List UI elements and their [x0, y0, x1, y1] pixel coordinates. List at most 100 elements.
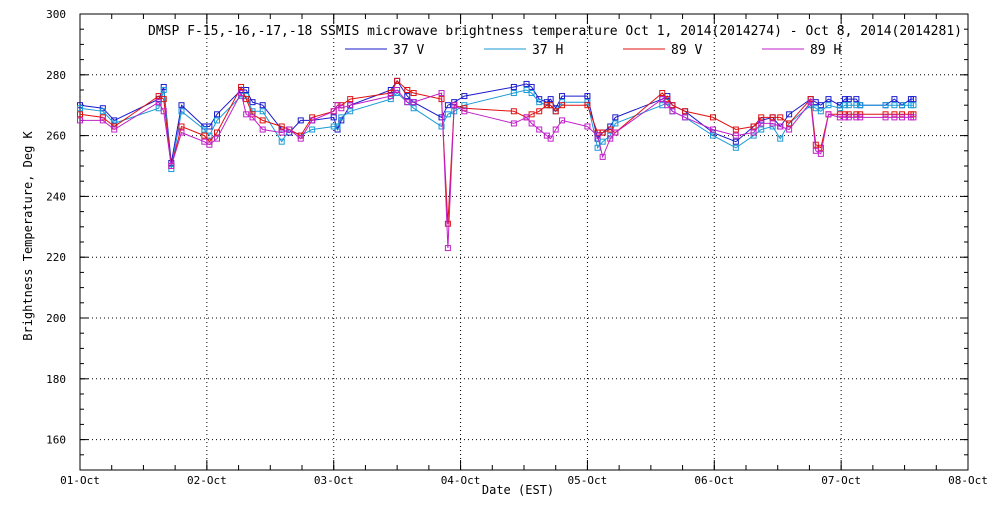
data-point [547, 102, 554, 109]
data-point [338, 114, 345, 121]
data-point [278, 129, 285, 136]
data-point [249, 111, 256, 118]
data-point [160, 87, 167, 93]
data-point [155, 99, 162, 106]
data-point [523, 87, 530, 93]
data-point [817, 144, 824, 151]
data-point [584, 123, 591, 130]
data-point [330, 108, 337, 115]
y-tick-label: 280 [46, 69, 66, 82]
data-point [528, 120, 535, 127]
data-point [201, 138, 208, 145]
data-point [891, 114, 898, 121]
data-point [682, 108, 689, 115]
data-point [249, 99, 256, 106]
data-point [552, 108, 559, 115]
x-tick-label: 05-Oct [568, 474, 608, 487]
data-point [259, 108, 266, 115]
data-point [404, 93, 411, 100]
data-point [387, 93, 394, 100]
data-point [451, 102, 458, 109]
data-point [168, 166, 175, 173]
data-point [882, 114, 889, 121]
x-axis-label: Date (EST) [482, 483, 554, 497]
data-point [659, 90, 666, 97]
data-point [891, 111, 898, 118]
data-point [825, 96, 832, 103]
data-point [841, 96, 848, 103]
data-point [444, 102, 451, 109]
data-point [899, 111, 906, 118]
data-point [286, 126, 293, 133]
data-point [812, 105, 819, 112]
data-point [710, 114, 717, 121]
data-point [410, 90, 417, 97]
data-point [77, 111, 83, 118]
data-point [584, 93, 591, 100]
y-tick-label: 180 [46, 373, 66, 386]
legend: 37 V 37 H 89 V 89 H [345, 43, 841, 58]
data-point [77, 117, 83, 124]
data-point [168, 163, 175, 169]
data-point [259, 117, 266, 124]
grid-lines [80, 14, 968, 470]
data-point [528, 90, 535, 97]
x-tick-label: 01-Oct [60, 474, 100, 487]
data-point [178, 102, 185, 109]
data-point [612, 129, 619, 136]
data-point [750, 129, 757, 136]
x-tick-label: 03-Oct [314, 474, 354, 487]
data-point [444, 220, 451, 227]
data-point [394, 87, 401, 93]
data-point [155, 105, 162, 112]
data-point [444, 111, 451, 118]
data-point [238, 83, 245, 90]
x-tick-label: 07-Oct [821, 474, 861, 487]
data-point [777, 114, 784, 121]
x-tick-label: 02-Oct [187, 474, 227, 487]
data-point [845, 96, 852, 103]
data-point [99, 105, 106, 112]
data-point [278, 138, 285, 145]
data-point [750, 123, 757, 130]
data-point [334, 102, 341, 109]
data-point [732, 126, 739, 133]
data-point [882, 102, 889, 109]
data-point [334, 123, 341, 130]
data-point [841, 102, 848, 109]
data-point [111, 126, 118, 133]
series-89-v [77, 77, 917, 227]
data-point [599, 153, 606, 160]
data-point [410, 99, 417, 106]
data-point [543, 132, 550, 139]
data-point [599, 138, 606, 145]
data-point [899, 114, 906, 121]
legend-label: 37 H [532, 43, 563, 58]
data-point [201, 126, 208, 133]
plot-frame [79, 13, 969, 471]
data-point [510, 83, 517, 90]
data-point [461, 108, 468, 115]
y-tick-label: 160 [46, 434, 66, 447]
data-point [825, 111, 832, 118]
data-point [243, 87, 250, 93]
data-point [825, 102, 832, 109]
data-point [559, 93, 566, 100]
series-89-h [77, 87, 917, 252]
data-point [817, 150, 824, 157]
data-point [607, 126, 614, 133]
data-point [845, 111, 852, 118]
data-point [243, 111, 250, 118]
data-point [769, 114, 776, 121]
data-point [584, 102, 591, 109]
data-point [438, 123, 445, 130]
data-point [249, 114, 256, 121]
data-point [732, 132, 739, 139]
data-point [841, 114, 848, 121]
data-point [552, 126, 559, 133]
data-point [817, 102, 824, 109]
data-point [769, 123, 776, 130]
data-point [206, 123, 213, 130]
data-point [410, 105, 417, 112]
